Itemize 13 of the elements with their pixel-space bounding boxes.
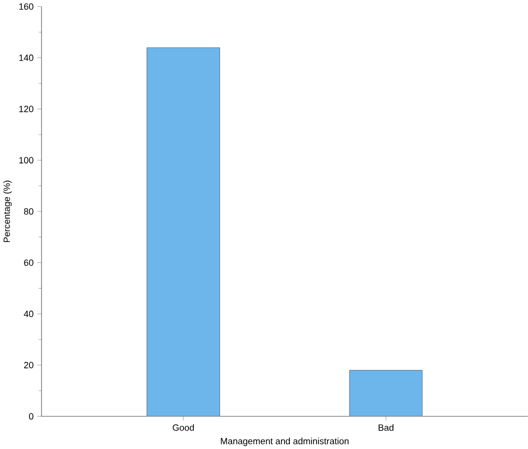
x-tick-label: Bad [378, 424, 394, 431]
y-tick-label: 0 [29, 412, 34, 420]
y-tick-label: 160 [19, 3, 34, 10]
y-tick-label: 120 [19, 106, 34, 112]
x-tick-label: Good [172, 424, 194, 431]
y-tick-label: 80 [24, 208, 34, 214]
y-tick-label: 140 [19, 54, 34, 61]
y-tick-label: 20 [24, 362, 34, 368]
y-axis-title: Percentage (%) [3, 180, 12, 242]
y-tick-label: 40 [24, 310, 34, 317]
x-axis-title: Management and administration [220, 437, 349, 446]
y-tick-label: 100 [19, 156, 34, 164]
y-tick-label: 60 [24, 259, 34, 266]
